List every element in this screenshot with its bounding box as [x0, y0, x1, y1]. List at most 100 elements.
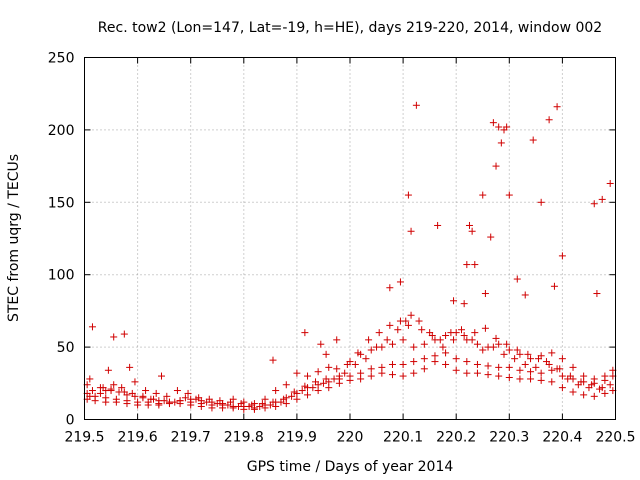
data-point: [465, 221, 473, 229]
data-point: [558, 355, 566, 363]
axis-ticks: [84, 57, 616, 420]
data-point: [471, 261, 479, 269]
plot-frame: [84, 57, 616, 420]
data-point: [118, 384, 126, 392]
data-point: [304, 372, 312, 380]
data-point: [473, 360, 481, 368]
data-point: [497, 139, 505, 147]
data-point: [503, 340, 511, 348]
data-point: [450, 297, 458, 305]
data-point: [529, 136, 537, 144]
y-tick-label: 200: [48, 123, 75, 139]
data-point: [110, 333, 118, 341]
data-point: [492, 334, 500, 342]
data-point: [237, 400, 245, 408]
data-point: [439, 343, 447, 351]
data-point: [495, 340, 503, 348]
data-point: [558, 384, 566, 392]
data-point: [388, 371, 396, 379]
data-point: [505, 346, 513, 354]
data-point: [436, 336, 444, 344]
data-point: [155, 401, 163, 409]
data-point: [197, 402, 205, 410]
data-point: [357, 375, 365, 383]
data-point: [280, 395, 288, 403]
data-point: [450, 336, 458, 344]
data-point: [86, 392, 94, 400]
data-point: [537, 198, 545, 206]
data-point: [431, 358, 439, 366]
data-point: [410, 343, 418, 351]
data-point: [325, 384, 333, 392]
data-point: [139, 392, 147, 400]
y-tick-label: 50: [57, 340, 75, 356]
data-point: [590, 392, 598, 400]
data-point: [354, 349, 362, 357]
data-point: [558, 252, 566, 260]
data-point: [314, 387, 322, 395]
data-point: [588, 381, 596, 389]
data-point: [128, 389, 136, 397]
data-point: [410, 369, 418, 377]
x-tick-label: 219.6: [118, 430, 158, 446]
data-point: [447, 329, 455, 337]
data-point: [388, 340, 396, 348]
data-point: [505, 363, 513, 371]
data-point: [107, 387, 115, 395]
data-point: [258, 400, 266, 408]
data-point: [171, 398, 179, 406]
data-point: [102, 398, 110, 406]
data-point: [566, 372, 574, 380]
data-point: [298, 387, 306, 395]
data-point: [152, 389, 160, 397]
data-point: [442, 332, 450, 340]
data-point: [527, 355, 535, 363]
data-point: [590, 200, 598, 208]
data-point: [142, 387, 150, 395]
y-tick-label: 100: [48, 268, 75, 284]
data-point: [410, 358, 418, 366]
data-point: [593, 290, 601, 298]
data-point: [537, 369, 545, 377]
data-point: [367, 346, 375, 354]
data-point: [492, 162, 500, 170]
data-point: [404, 191, 412, 199]
data-point: [458, 326, 466, 334]
x-tick-label: 220.3: [489, 430, 529, 446]
data-point: [343, 360, 351, 368]
data-point: [96, 389, 104, 397]
data-point: [163, 392, 171, 400]
data-point: [598, 195, 606, 203]
data-point: [227, 398, 235, 406]
data-point: [452, 366, 460, 374]
data-point: [598, 384, 606, 392]
data-points: [83, 101, 617, 413]
data-point: [394, 326, 402, 334]
data-point: [335, 379, 343, 387]
data-point: [548, 366, 556, 374]
data-point: [351, 360, 359, 368]
data-point: [601, 389, 609, 397]
data-point: [181, 394, 189, 402]
data-point: [442, 360, 450, 368]
data-point: [99, 384, 107, 392]
data-point: [407, 311, 415, 319]
data-point: [434, 221, 442, 229]
data-point: [404, 321, 412, 329]
data-point: [473, 340, 481, 348]
data-point: [386, 284, 394, 292]
data-point: [282, 381, 290, 389]
data-point: [548, 378, 556, 386]
data-point: [250, 405, 258, 413]
data-point: [120, 388, 128, 396]
data-point: [553, 103, 561, 111]
data-point: [399, 360, 407, 368]
data-point: [346, 376, 354, 384]
data-point: [569, 363, 577, 371]
data-point: [388, 360, 396, 368]
data-point: [293, 395, 301, 403]
data-point: [463, 261, 471, 269]
y-tick-label: 250: [48, 51, 75, 67]
data-point: [468, 336, 476, 344]
